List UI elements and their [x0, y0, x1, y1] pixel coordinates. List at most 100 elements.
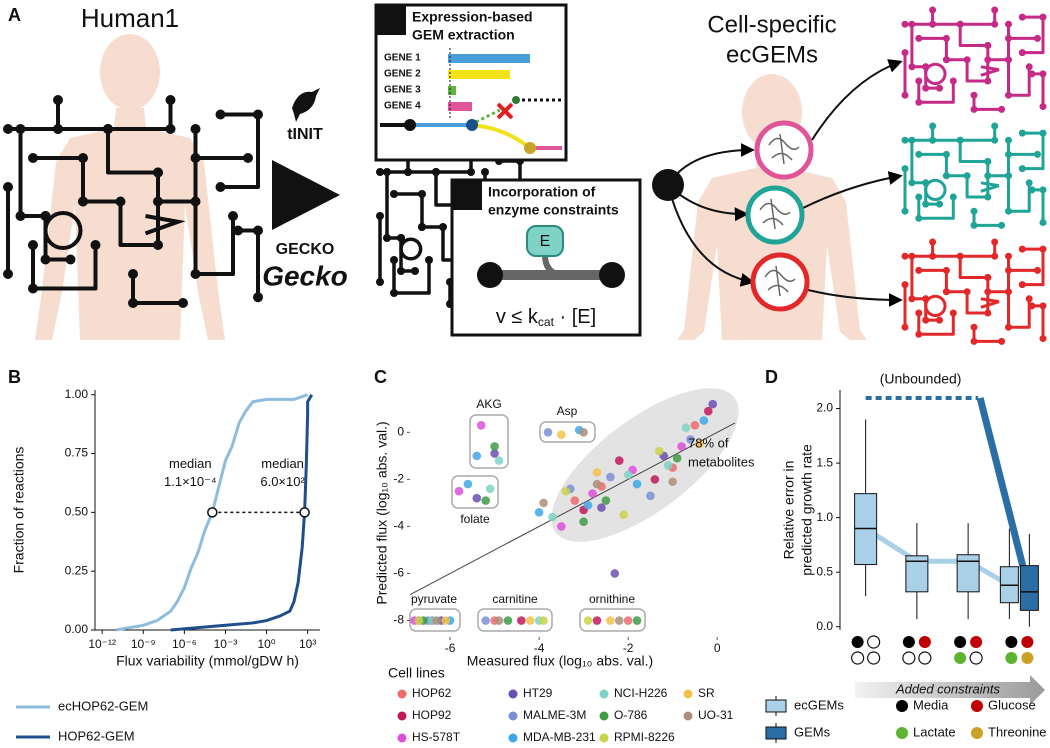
- legend-swatch: [599, 711, 609, 721]
- label: 0.75: [65, 446, 89, 460]
- group-box: [579, 608, 646, 632]
- network-node: [128, 269, 138, 279]
- network-node: [915, 214, 923, 222]
- point: [597, 503, 606, 512]
- network-edge: [960, 242, 997, 258]
- network-node: [1005, 34, 1012, 42]
- cell: [750, 252, 810, 312]
- point: [441, 616, 450, 625]
- network-node: [991, 252, 999, 260]
- label: Cell-specific: [707, 11, 836, 38]
- network-edge: [1022, 15, 1045, 55]
- point: [663, 460, 673, 470]
- point: [650, 475, 660, 484]
- network-node: [936, 200, 943, 208]
- network-edge: [917, 197, 955, 220]
- label: 0: [397, 425, 404, 439]
- label: GECKO: [276, 241, 335, 258]
- network-node: [929, 252, 937, 260]
- point: [481, 616, 490, 625]
- network-node: [390, 190, 398, 198]
- network-node: [228, 211, 238, 221]
- point: [454, 486, 464, 496]
- point: [699, 416, 709, 425]
- network-node: [998, 105, 1006, 113]
- label: Lactate: [913, 724, 956, 739]
- point: [606, 472, 615, 482]
- network-node: [418, 223, 426, 231]
- network-node: [915, 150, 923, 158]
- equation-part: v ≤ k: [496, 306, 539, 328]
- label: 1.0: [816, 510, 833, 524]
- network-edge: [917, 313, 955, 336]
- point: [690, 420, 700, 430]
- point: [703, 406, 713, 416]
- network-node: [949, 193, 957, 201]
- label: Expression-based: [412, 9, 533, 25]
- step-number-bg: [376, 5, 406, 35]
- network-node: [1018, 165, 1026, 173]
- point: [579, 428, 588, 437]
- legend-swatch: [508, 711, 518, 721]
- network-node: [103, 124, 113, 134]
- network-node: [901, 207, 909, 215]
- network-node: [1005, 136, 1012, 144]
- label: Measured flux (log₁₀ abs. val.): [467, 653, 653, 669]
- cell: [754, 120, 814, 180]
- network-loop: [924, 62, 947, 86]
- network-node: [439, 223, 447, 231]
- median-marker: [207, 507, 218, 518]
- point: [476, 420, 486, 430]
- network-node: [901, 323, 909, 331]
- label: metabolites: [688, 454, 755, 469]
- network-edge: [910, 24, 926, 69]
- network-node: [53, 95, 63, 105]
- label: 10⁻¹²: [88, 637, 116, 651]
- network-node: [253, 225, 263, 236]
- point: [601, 496, 611, 505]
- constraint-dot: [1021, 636, 1034, 648]
- label: Cell lines: [388, 665, 445, 681]
- step-box: [450, 178, 642, 337]
- network-node: [432, 168, 440, 176]
- network-node: [908, 63, 916, 71]
- network-node: [1033, 150, 1041, 158]
- network-node: [15, 211, 26, 221]
- label: C: [374, 367, 387, 387]
- box: [956, 554, 980, 593]
- label: 1.5: [816, 455, 833, 469]
- network-loop: [43, 211, 83, 250]
- cell-network: [759, 198, 791, 230]
- network-node: [28, 283, 38, 294]
- legend-dot: [971, 700, 983, 712]
- network-node: [1039, 103, 1047, 111]
- point: [525, 616, 535, 625]
- label: Flux variability (mmol/gDW h): [116, 653, 299, 669]
- constraint-dot: [851, 636, 864, 648]
- network-node: [90, 240, 101, 250]
- network-node: [942, 266, 950, 274]
- label: 0: [714, 641, 721, 655]
- removed-cross: [496, 102, 514, 120]
- network-node: [915, 193, 923, 201]
- gene-bar: [448, 54, 530, 63]
- network-node: [991, 20, 999, 28]
- point: [570, 496, 580, 505]
- network-branch: [980, 297, 1000, 309]
- label: 10³: [299, 637, 316, 651]
- label: folate: [460, 512, 490, 526]
- cell: [745, 185, 805, 245]
- network-edge: [220, 112, 260, 189]
- network-node: [383, 168, 391, 176]
- group-box: [539, 421, 596, 443]
- point: [548, 512, 557, 522]
- label: -2: [393, 472, 404, 486]
- label: MDA-MB-231: [523, 730, 596, 744]
- network-node: [915, 330, 923, 338]
- step-number-bg: [452, 180, 482, 210]
- point: [481, 496, 490, 505]
- network-node: [963, 288, 971, 296]
- network-node: [929, 238, 937, 246]
- network-node: [1039, 219, 1047, 227]
- network-edge: [932, 254, 988, 279]
